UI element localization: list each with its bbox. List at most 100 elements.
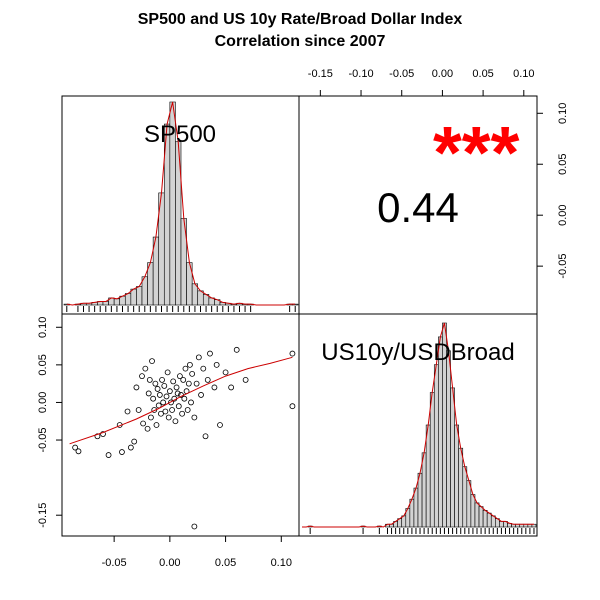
scatter-point: [211, 384, 218, 391]
plot-title-line-2: Correlation since 2007: [215, 33, 386, 50]
scatter-point: [94, 433, 101, 440]
scatter-point: [289, 403, 296, 410]
scatter-point: [164, 369, 171, 376]
scatter-point: [217, 422, 223, 428]
scatter-point: [119, 449, 125, 455]
right-y-axis: -0.05 0.00 0.05 0.10: [537, 103, 569, 279]
right-y-axis-tick-label: 0.05: [557, 153, 569, 174]
bottom-x-axis: -0.05 0.00 0.05 0.10: [102, 536, 292, 569]
panel-sp500-histogram: SP500: [61, 95, 300, 315]
scatter-point: [72, 444, 79, 451]
x-axis-tick-label: 0.10: [271, 557, 292, 569]
scatter-point: [168, 399, 174, 406]
top-x-axis-tick-label: 0.10: [513, 68, 534, 80]
scatter-point: [135, 407, 142, 413]
scatter-point: [153, 422, 160, 428]
scatter-point: [100, 431, 106, 437]
scatter-point: [159, 376, 165, 383]
scatter-point: [154, 386, 161, 392]
right-y-axis-tick-label: -0.05: [557, 254, 569, 279]
panel-frame-bottom-left: [61, 313, 300, 537]
scatter-point: [175, 403, 182, 410]
scatter-point: [148, 414, 154, 421]
x-axis-tick-label: 0.05: [215, 557, 236, 569]
panel-correlation: 0.44 *** -0.15 -0.10 -0.05 0.00 0.05 0.10 -0.…: [298, 68, 569, 315]
sp500-density-curve: [66, 101, 296, 306]
scatter-point: [176, 373, 183, 380]
top-x-axis-tick-label: -0.10: [348, 68, 373, 80]
scatter-point: [140, 420, 147, 427]
scatter-point: [124, 408, 131, 415]
scatter-point: [105, 452, 112, 458]
us10y-hist-bar: [425, 424, 431, 528]
scatter-point: [146, 376, 153, 383]
scatter-point: [166, 388, 173, 395]
scatter-point: [233, 346, 240, 353]
scatter-point: [75, 448, 82, 455]
top-x-axis-tick-label: -0.15: [308, 68, 333, 80]
us10y-hist-bar: [474, 502, 480, 528]
scatter-point: [170, 378, 177, 385]
us10y-hist-bar: [486, 512, 492, 528]
scatter-point: [207, 350, 213, 357]
us10y-hist-bar: [478, 506, 484, 528]
x-axis-tick-label: 0.00: [159, 557, 180, 569]
top-x-axis-tick-label: -0.05: [389, 68, 414, 80]
sp500-hist-bar: [124, 293, 132, 306]
sp500-hist-bar: [130, 288, 137, 306]
us10y-hist-bar: [429, 392, 435, 528]
scatter-point: [165, 414, 172, 421]
top-x-axis: -0.15 -0.10 -0.05 0.00 0.05 0.10: [308, 68, 535, 96]
us10y-hist-bar: [499, 521, 504, 528]
us10y-hist-bar: [462, 466, 468, 528]
scatter-point: [200, 365, 207, 372]
scatter-point: [222, 369, 229, 376]
scatter-point: [144, 425, 151, 432]
us10y-hist-bar: [421, 452, 427, 528]
scatter-point: [191, 414, 198, 421]
us10y-hist-bar: [482, 510, 488, 528]
panel-frame-bottom-right: [298, 313, 538, 537]
scatter-point: [133, 384, 140, 391]
scatter-point: [131, 438, 138, 445]
us10y-hist-bar: [417, 472, 423, 528]
us10y-hist-bar: [450, 387, 455, 528]
us10y-hist-bar: [470, 494, 476, 528]
y-axis-tick-label: 0.00: [37, 392, 49, 413]
sp500-hist-bar: [113, 298, 121, 306]
scatter-point: [162, 408, 169, 415]
top-x-axis-tick-label: 0.05: [472, 68, 493, 80]
scatter-point: [289, 350, 296, 357]
scatter-point: [202, 433, 209, 440]
scatter-point: [228, 384, 235, 391]
correlation-value: 0.44: [377, 184, 459, 231]
sp500-hist-bar: [136, 286, 143, 306]
us10y-hist-bar: [490, 515, 496, 528]
us10y-usdbroad-diagonal-label: US10y/USDBroad: [321, 339, 514, 366]
scatter-point: [185, 380, 192, 387]
scatter-point: [189, 370, 196, 377]
scatter-point: [142, 365, 149, 372]
scatter-point: [152, 380, 159, 387]
significance-stars: ***: [433, 111, 520, 194]
scatter-point: [204, 376, 211, 383]
scatter-point: [127, 444, 134, 451]
panel-scatter: -0.05 0.00 0.05 0.10 -0.15 -0.05 0.00 0.05 0.10: [37, 313, 300, 569]
scatter-point: [213, 361, 220, 368]
scatter-point: [172, 418, 179, 425]
y-axis-tick-label: -0.05: [37, 427, 49, 452]
sp500-hist-bar: [197, 290, 204, 306]
scatter-point: [182, 365, 189, 372]
scatter-point: [160, 399, 167, 406]
scatter-point: [179, 410, 186, 417]
scatter-point: [173, 384, 180, 391]
scatter-point: [181, 395, 188, 402]
plot-title-line-1: SP500 and US 10y Rate/Broad Dollar Index: [138, 11, 463, 28]
scatter-point: [174, 390, 181, 397]
scatter-point: [163, 393, 170, 400]
scatter-point: [191, 523, 198, 530]
scatter-point: [139, 373, 145, 380]
scatter-point: [242, 376, 249, 383]
x-axis-tick-label: -0.05: [102, 557, 127, 569]
